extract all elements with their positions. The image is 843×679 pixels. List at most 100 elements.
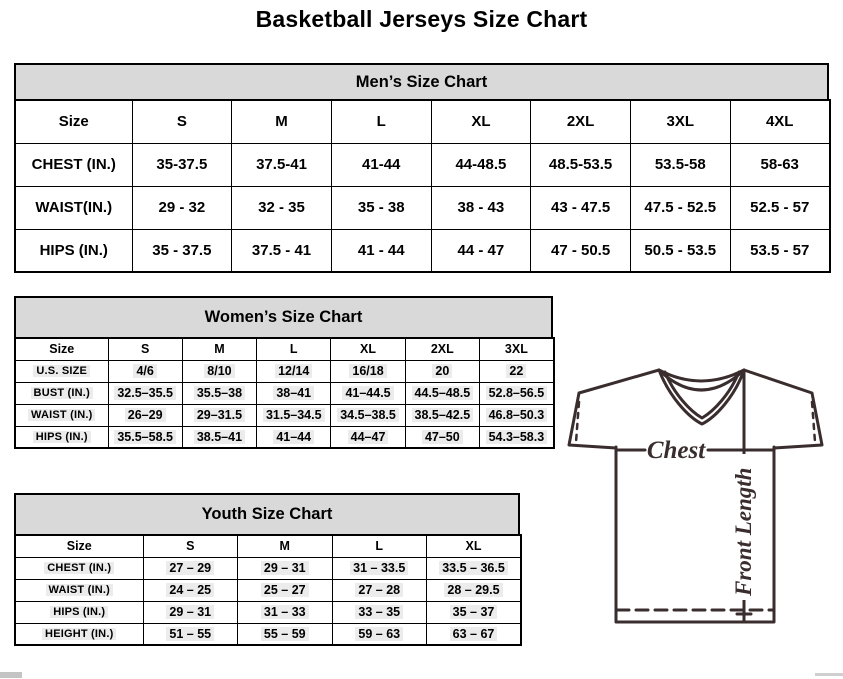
measurement-row: HIPS (IN.) 29 – 31 31 – 33 33 – 35 35 – 37 [14,600,522,624]
youth-size-chart-section: Youth Size Chart Size S M L XL CHEST (IN.) 27 … [14,493,522,646]
size-value-cell: 48.5-53.5 [530,142,631,187]
size-value: 4/6 [133,364,157,378]
measurement-row: WAIST (IN.) 26–29 29–31.5 31.5–34.5 34.5–38.… [14,403,555,427]
size-value: 33 – 35 [355,605,404,619]
horizontal-scrollbar-track-fragment [815,673,843,676]
size-value: 58-63 [760,156,799,173]
measurement-row: HIPS (IN.) 35.5–58.5 38.5–41 41–44 44–47 47–5… [14,425,555,449]
size-value-cell: 32 - 35 [231,185,332,230]
size-value: 35.5–38 [193,386,246,400]
column-header: M [237,534,333,558]
size-value: 26–29 [124,408,166,422]
size-value: 16/18 [349,364,387,378]
size-value-cell: 47–50 [404,425,480,449]
horizontal-scrollbar-thumb-fragment[interactable] [0,672,22,678]
size-value: 44-48.5 [455,156,507,173]
measurement-row: CHEST (IN.) 35-37.5 37.5-41 41-44 44-48.5 48.… [14,142,831,187]
column-header: Size [14,99,133,144]
size-value: 59 – 63 [355,626,404,641]
column-header: 4XL [729,99,831,144]
column-header: L [256,337,332,361]
size-header-row: Size S M L XL 2XL 3XL [14,337,555,361]
size-value: 20 [432,364,453,378]
size-value-cell: 53.5 - 57 [729,228,831,273]
column-header: M [231,99,332,144]
size-value-cell: 54.3–58.3 [478,425,555,449]
row-label-text: HIPS (IN.) [50,606,109,618]
size-value: 27 – 28 [355,583,404,597]
column-header: XL [426,534,522,558]
mens-section-header: Men’s Size Chart [14,63,829,101]
size-value: 44–47 [347,429,389,444]
size-value-cell: 63 – 67 [426,622,522,646]
size-value: 22 [506,364,527,378]
jersey-measurement-diagram-icon: Chest Front Length [567,368,824,624]
size-value-cell: 44.5–48.5 [404,381,480,405]
size-value-cell: 35-37.5 [131,142,233,187]
size-value-cell: 37.5-41 [231,142,332,187]
mens-size-chart-section: Men’s Size Chart Size S M L XL 2XL 3XL 4XL CHEST… [14,63,831,273]
size-header-row: Size S M L XL [14,534,522,558]
size-value-cell: 47 - 50.5 [530,228,631,273]
row-label: U.S. SIZE [14,359,109,383]
size-value-cell: 41 - 44 [330,228,432,273]
column-header: S [107,337,183,361]
size-value: 38.5–41 [193,429,246,444]
size-value-cell: 50.5 - 53.5 [629,228,731,273]
size-value: 35 – 37 [449,605,498,619]
size-header-row: Size S M L XL 2XL 3XL 4XL [14,99,831,144]
size-value-cell: 22 [478,359,555,383]
size-value: 41-44 [362,156,401,173]
size-value-cell: 44-48.5 [430,142,532,187]
row-label: WAIST(IN.) [14,185,133,230]
column-header: L [331,534,427,558]
size-value-cell: 55 – 59 [237,622,333,646]
size-value-cell: 26–29 [107,403,183,427]
size-value: 34.5–38.5 [337,408,399,422]
size-value-cell: 24 – 25 [142,578,238,602]
size-value: 29 – 31 [166,605,215,619]
size-value-cell: 53.5-58 [629,142,731,187]
size-value-cell: 44 - 47 [430,228,532,273]
size-value-cell: 38.5–42.5 [404,403,480,427]
size-value-cell: 35.5–58.5 [107,425,183,449]
size-value-cell: 29 – 31 [237,556,333,580]
size-value: 24 – 25 [166,583,215,597]
size-value-cell: 52.8–56.5 [478,381,555,405]
column-header: XL [430,99,532,144]
size-value: 41 - 44 [357,241,405,259]
size-value: 35.5–58.5 [114,429,176,444]
column-header: 3XL [629,99,731,144]
row-label-text: WAIST(IN.) [35,199,113,216]
measurement-row: U.S. SIZE 4/6 8/10 12/14 16/18 20 22 [14,359,555,383]
jersey-outline-icon [567,368,824,624]
size-value: 29 – 31 [260,561,309,575]
row-label-text: WAIST (IN.) [28,409,96,421]
column-header: 2XL [404,337,480,361]
size-value-cell: 38.5–41 [181,425,258,449]
column-header: S [131,99,233,144]
row-label: CHEST (IN.) [14,142,133,187]
size-value: 38.5–42.5 [411,408,474,422]
size-value: 12/14 [275,364,313,378]
size-value: 47–50 [421,429,463,444]
size-value-cell: 51 – 55 [142,622,238,646]
size-value: 53.5 - 57 [750,241,810,259]
column-header: M [181,337,258,361]
size-value-cell: 35.5–38 [181,381,258,405]
size-value: 32 - 35 [258,199,305,216]
womens-section-header: Women’s Size Chart [14,296,553,339]
size-value-cell: 4/6 [107,359,183,383]
size-value-cell: 58-63 [729,142,831,187]
row-label: WAIST (IN.) [14,403,109,427]
size-value-cell: 16/18 [330,359,406,383]
size-value-cell: 29–31.5 [181,403,258,427]
size-value: 43 - 47.5 [550,199,611,216]
womens-size-chart-section: Women’s Size Chart Size S M L XL 2XL 3XL U.S. S… [14,296,555,449]
row-label-text: HIPS (IN.) [39,241,108,259]
size-value-cell: 38 - 43 [430,185,532,230]
size-value: 52.8–56.5 [485,386,548,400]
row-label-text: HIPS (IN.) [32,430,91,443]
size-value: 28 – 29.5 [444,583,503,597]
chest-label: Chest [647,437,706,464]
